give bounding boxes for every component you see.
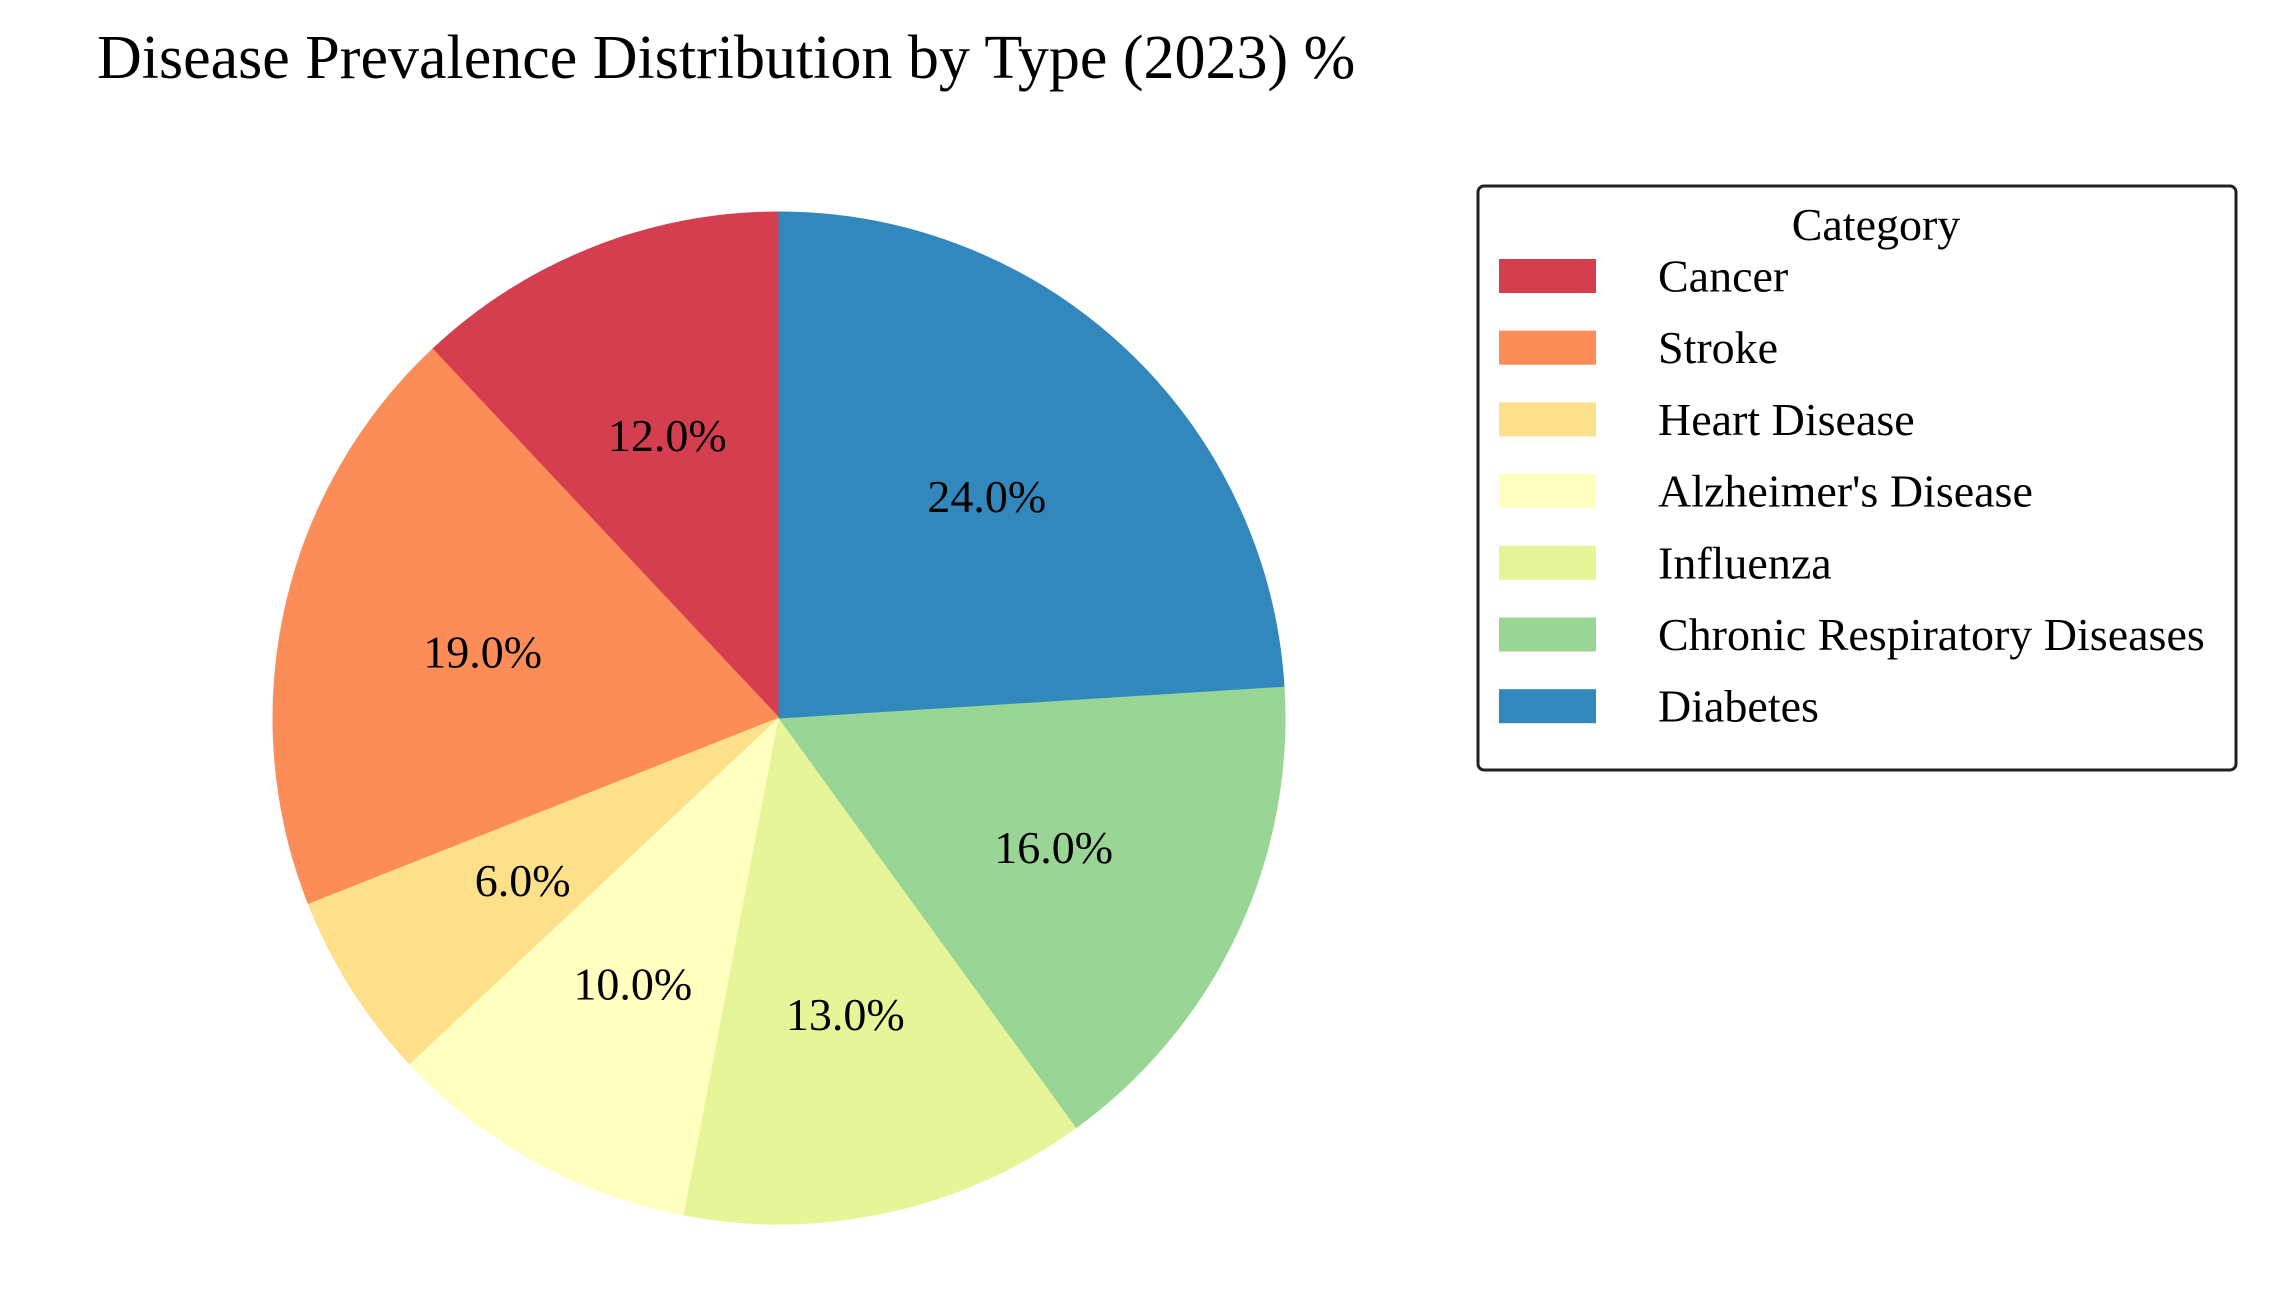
- legend-swatch-diabetes: [1499, 689, 1596, 724]
- pie-slice-influenza: [683, 716, 1078, 1225]
- pie-label-chronic-respiratory-diseases: 16.0%: [994, 822, 1113, 873]
- legend: Category Cancer Stroke Heart Disease Alzhei…: [1476, 184, 2238, 772]
- legend-swatch-cancer: [1499, 259, 1596, 293]
- pie-label-diabetes: 24.0%: [927, 471, 1046, 522]
- pie-slice-chronic-respiratory-diseases: [778, 685, 1286, 1129]
- pie-label-heart-disease: 6.0%: [475, 855, 571, 906]
- pie-slice-alzheimer-s-disease: [409, 716, 780, 1216]
- legend-label-diabetes: Diabetes: [1658, 681, 1819, 732]
- legend-swatch-stroke: [1499, 330, 1596, 365]
- legend-title: Category: [1792, 199, 1961, 250]
- legend-label-stroke: Stroke: [1658, 322, 1778, 373]
- pie-slice-heart-disease: [307, 717, 780, 1066]
- pie-slices-group: [272, 211, 1286, 1225]
- legend-swatch-chronic-respiratory-diseases: [1499, 617, 1596, 652]
- legend-swatch-heart-disease: [1499, 402, 1596, 437]
- legend-items: Cancer Stroke Heart Disease Alzheimer's Dis…: [1499, 251, 2205, 732]
- legend-label-heart-disease: Heart Disease: [1658, 394, 1915, 445]
- legend-frame: [1476, 184, 2238, 772]
- pie-label-stroke: 19.0%: [423, 626, 542, 677]
- pie-label-alzheimer-s-disease: 10.0%: [573, 959, 692, 1010]
- pie-slice-cancer: [431, 211, 780, 720]
- legend-swatch-alzheimer-s-disease: [1499, 474, 1596, 509]
- pie-label-influenza: 13.0%: [786, 989, 905, 1040]
- pie-slice-diabetes: [778, 211, 1285, 719]
- pie-slice-stroke: [272, 348, 780, 905]
- legend-label-cancer: Cancer: [1658, 251, 1788, 302]
- legend-swatch-influenza: [1499, 545, 1596, 580]
- chart-title: Disease Prevalence Distribution by Type …: [97, 24, 1356, 92]
- pie-labels-group: 12.0% 19.0% 6.0% 10.0% 13.0% 16.0% 24.0%: [423, 410, 1113, 1040]
- legend-label-chronic-respiratory-diseases: Chronic Respiratory Diseases: [1658, 609, 2205, 660]
- pie-label-cancer: 12.0%: [608, 410, 727, 461]
- legend-label-influenza: Influenza: [1658, 537, 1832, 588]
- legend-label-alzheimer-s-disease: Alzheimer's Disease: [1658, 466, 2033, 517]
